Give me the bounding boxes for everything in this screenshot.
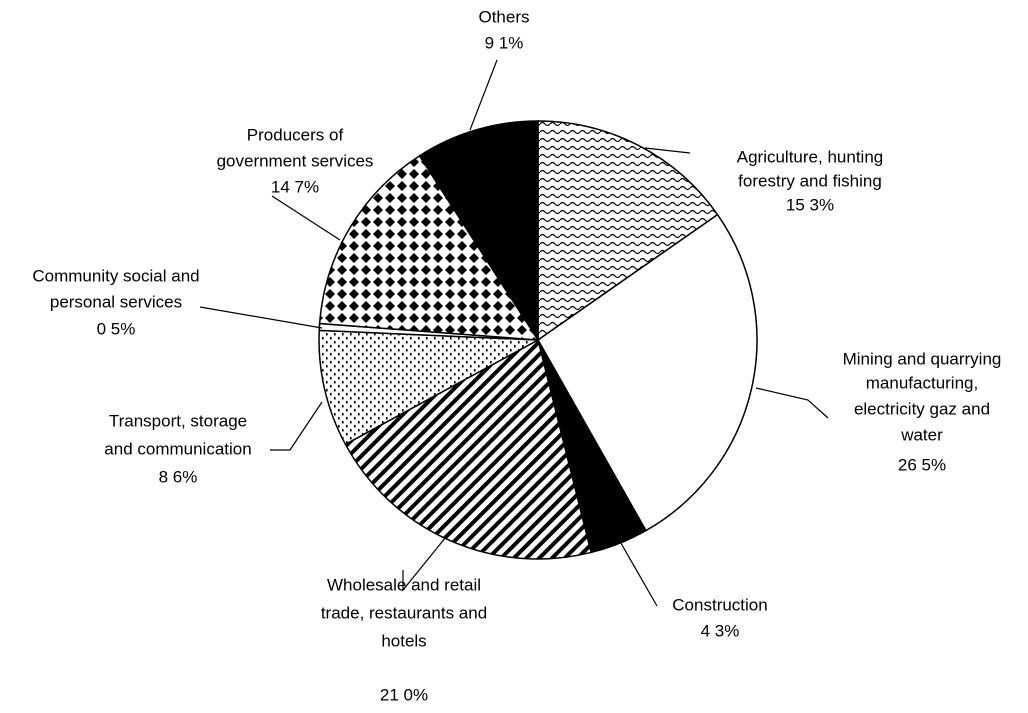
leader-line	[199, 306, 323, 329]
slice-label: forestry and fishing	[738, 171, 882, 190]
slice-label: hotels	[381, 631, 426, 650]
pie-slice	[318, 329, 541, 446]
pie-slice	[537, 213, 758, 532]
slice-label: Community social and	[32, 266, 199, 285]
slice-label: Producers of	[247, 125, 344, 144]
value-label: 8 6%	[159, 467, 198, 486]
value-label: 4 3%	[701, 621, 740, 640]
pie-slice	[344, 338, 593, 560]
value-label: 26 5%	[898, 455, 946, 474]
pie-slice	[318, 154, 540, 341]
slice-label: Mining and quarrying	[843, 349, 1002, 368]
pie-slice	[537, 120, 719, 342]
slice-label: trade, restaurants and	[321, 603, 487, 622]
value-label: 0 5%	[97, 319, 136, 338]
value-label: 9 1%	[485, 33, 524, 52]
leader-line	[755, 387, 829, 419]
leader-line	[271, 195, 341, 241]
slice-label: government services	[217, 151, 374, 170]
leader-line	[617, 537, 658, 607]
slice-label: and communication	[104, 439, 251, 458]
value-label: 21 0%	[380, 685, 428, 704]
slice-label: Wholesale and retail	[327, 575, 481, 594]
value-label: 15 3%	[786, 195, 834, 214]
leader-line	[644, 147, 691, 154]
leader-line	[469, 59, 498, 131]
pie-slice	[418, 120, 539, 343]
slice-label: Transport, storage	[109, 411, 247, 430]
slice-label: manufacturing,	[866, 373, 978, 392]
slice-label: Agriculture, hunting	[737, 147, 883, 166]
leader-line	[270, 401, 323, 451]
slice-label: personal services	[50, 292, 182, 311]
value-label: 14 7%	[271, 177, 319, 196]
slice-label: Construction	[672, 595, 767, 614]
slice-label: water	[900, 425, 943, 444]
slice-label: electricity gaz and	[854, 399, 990, 418]
leader-line	[402, 531, 451, 592]
slice-label: Others	[478, 7, 529, 26]
